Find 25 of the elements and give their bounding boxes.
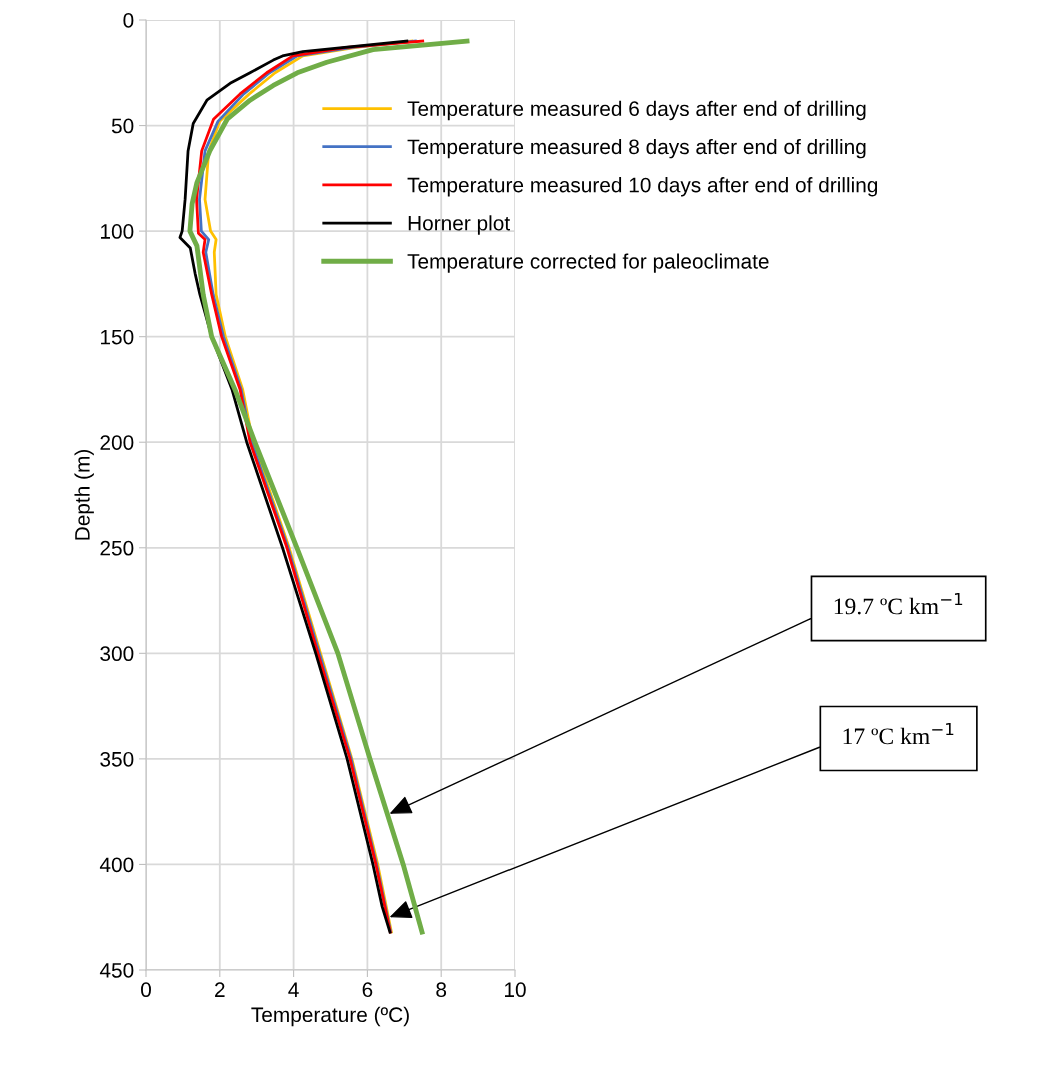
- x-tick-label: 2: [215, 982, 225, 997]
- y-tick-label: 400: [99, 857, 134, 873]
- x-tick-label: 0: [141, 982, 151, 998]
- y-tick-label: 150: [101, 329, 134, 345]
- x-tick-label: 10: [505, 982, 526, 998]
- y-tick-label: 0: [123, 13, 134, 28]
- x-tick-label: 4: [288, 982, 299, 997]
- x-tick-label: 6: [362, 982, 373, 998]
- y-tick-label: 350: [100, 751, 134, 767]
- legend-label: Temperature measured 8 days after end of drilling: [407, 138, 866, 159]
- y-tick-label: 200: [100, 435, 134, 450]
- y-tick-label: 250: [100, 540, 134, 556]
- x-axis-title: Temperature (ºC): [251, 1006, 409, 1027]
- y-tick-label: 50: [111, 118, 134, 134]
- y-tick-label: 100: [101, 224, 134, 239]
- legend-label: Temperature measured 6 days after end of drilling: [407, 100, 866, 121]
- annotation: 19.7 ºC km$^{−1}$: [834, 593, 963, 615]
- y-tick-label: 300: [100, 646, 134, 662]
- legend-label: Horner plot: [408, 215, 510, 235]
- annotation: 17 ºC km$^{−1}$: [843, 722, 954, 745]
- legend-label: Temperature measured 10 days after end of drilling: [407, 177, 878, 197]
- y-tick-label: 450: [99, 963, 134, 978]
- legend-label: Temperature corrected for paleoclimate: [407, 253, 769, 273]
- y-axis-title: Depth (m): [74, 449, 94, 540]
- x-tick-label: 8: [436, 982, 447, 998]
